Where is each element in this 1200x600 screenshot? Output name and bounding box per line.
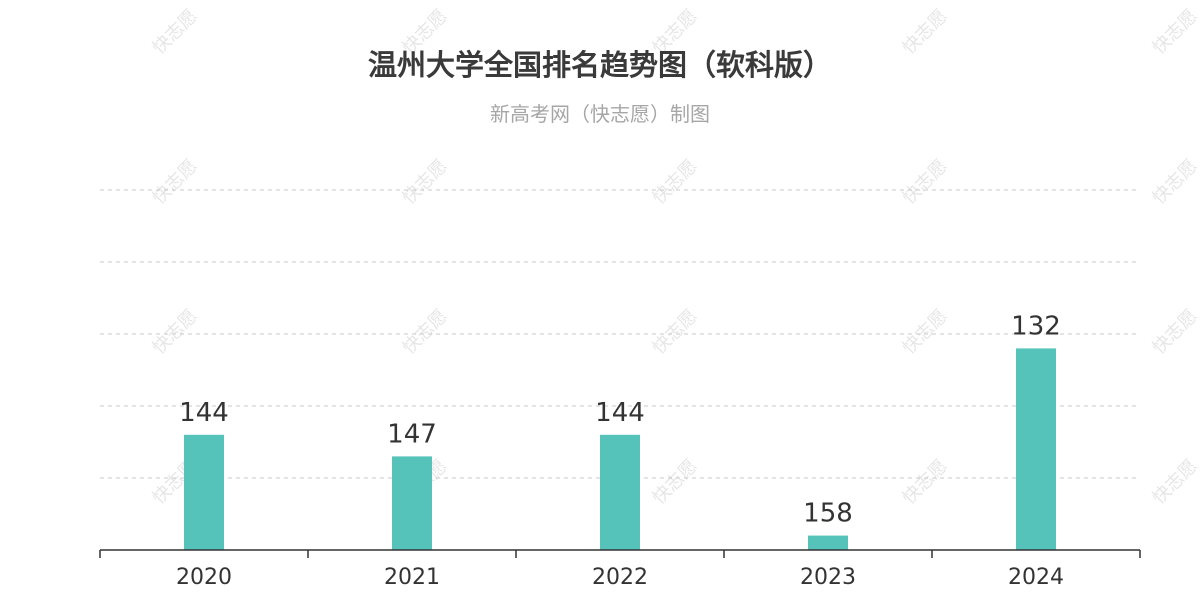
bar-2023 [808,535,848,550]
x-tick-label-2022: 2022 [592,565,648,590]
x-axis: 2020 2021 2022 2023 2024 [99,549,1141,590]
value-label-2024: 132 [1011,311,1061,341]
value-label-2023: 158 [803,499,853,529]
value-label-2021: 147 [387,419,437,449]
bar-2020 [184,434,224,550]
chart-title: 温州大学全国排名趋势图（软科版） [367,48,832,82]
bars [184,348,1056,550]
value-labels: 144 147 144 158 132 [179,311,1061,528]
bar-2021 [392,456,432,550]
x-tick-label-2021: 2021 [384,565,440,590]
value-label-2022: 144 [595,398,645,428]
x-tick-label-2020: 2020 [176,565,232,590]
value-label-2020: 144 [179,398,229,428]
bar-2022 [600,434,640,550]
x-tick-label-2024: 2024 [1008,565,1064,590]
bar-2024 [1016,348,1056,550]
x-tick-label-2023: 2023 [800,565,856,590]
chart-subtitle: 新高考网（快志愿）制图 [490,102,710,126]
